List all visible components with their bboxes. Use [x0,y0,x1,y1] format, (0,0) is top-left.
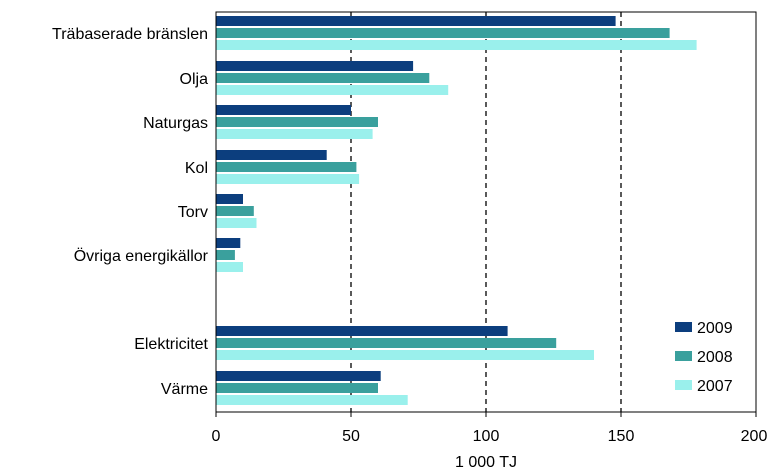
x-tick-labels: 0 50 100 150 200 [212,428,768,445]
bar-2007-0 [216,40,697,50]
bar-2007-2 [216,129,373,139]
legend-label-2008: 2008 [697,349,733,366]
bar-2007-3 [216,174,360,184]
bar-2009-1 [216,61,414,71]
category-label-7: Värme [161,381,208,398]
bar-2009-5 [216,238,241,248]
bar-2008-1 [216,73,430,83]
category-labels: Träbaserade bränslen Olja Naturgas Kol Torv Ö… [52,26,209,398]
category-label-0: Träbaserade bränslen [52,26,208,43]
bar-2007-6 [216,350,594,360]
bar-2009-6 [216,326,508,336]
bar-2007-1 [216,85,449,95]
category-label-1: Olja [180,71,209,88]
bar-2008-3 [216,162,357,172]
bar-2008-6 [216,338,557,348]
legend-label-2009: 2009 [697,320,733,337]
category-label-2: Naturgas [143,115,208,132]
category-label-4: Torv [178,204,208,221]
bar-2008-4 [216,206,254,216]
x-tick-label-100: 100 [473,428,500,445]
bar-2007-4 [216,218,257,228]
x-tick-label-50: 50 [342,428,360,445]
category-label-3: Kol [185,160,208,177]
legend-swatch-2008 [675,351,692,361]
category-label-6: Elektricitet [134,336,208,353]
legend-swatch-2007 [675,380,692,390]
x-tick-label-0: 0 [212,428,221,445]
bars [216,16,697,405]
legend: 2009 2008 2007 [675,320,733,395]
bar-2007-5 [216,262,243,272]
legend-label-2007: 2007 [697,378,733,395]
axes [215,11,757,417]
bar-2009-7 [216,371,381,381]
bar-2008-0 [216,28,670,38]
bar-2009-2 [216,105,351,115]
bar-2007-7 [216,395,408,405]
bar-2009-4 [216,194,243,204]
bar-2009-3 [216,150,327,160]
bar-2008-2 [216,117,378,127]
bar-2008-7 [216,383,378,393]
x-tick-label-150: 150 [608,428,635,445]
category-label-5: Övriga energikällor [74,247,209,265]
bar-2009-0 [216,16,616,26]
bar-2008-5 [216,250,235,260]
x-tick-label-200: 200 [741,428,768,445]
x-axis-title: 1 000 TJ [455,454,517,471]
legend-swatch-2009 [675,322,692,332]
